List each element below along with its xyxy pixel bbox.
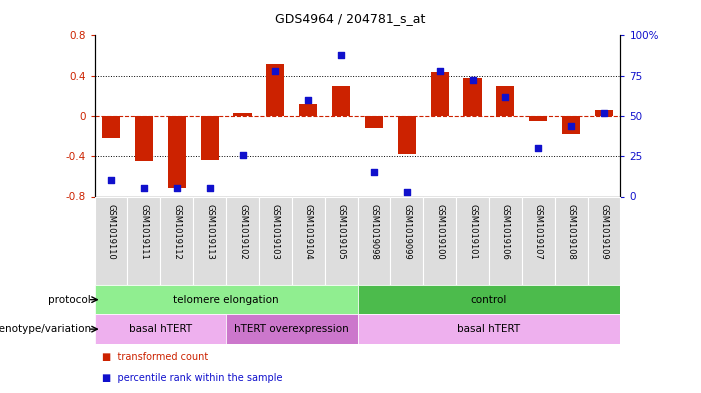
Bar [226, 196, 259, 285]
Text: hTERT overexpression: hTERT overexpression [234, 324, 349, 334]
Text: GSM1019107: GSM1019107 [533, 204, 543, 259]
Bar [595, 110, 613, 116]
Bar [430, 72, 449, 116]
Bar [562, 116, 580, 134]
Point [171, 185, 182, 191]
Bar [554, 196, 587, 285]
Point [237, 151, 248, 158]
Bar [128, 196, 161, 285]
Point [500, 94, 511, 100]
Text: GSM1019100: GSM1019100 [435, 204, 444, 259]
Text: GSM1019112: GSM1019112 [172, 204, 182, 259]
Bar [193, 196, 226, 285]
Point [434, 68, 445, 74]
Bar [292, 196, 325, 285]
Bar [95, 285, 358, 314]
Text: genotype/variation: genotype/variation [0, 324, 91, 334]
Text: telomere elongation: telomere elongation [173, 295, 279, 305]
Text: ■  percentile rank within the sample: ■ percentile rank within the sample [102, 373, 282, 383]
Text: GSM1019109: GSM1019109 [599, 204, 608, 259]
Point [336, 51, 347, 58]
Text: GSM1019108: GSM1019108 [566, 204, 576, 259]
Point [467, 77, 478, 84]
Text: GSM1019102: GSM1019102 [238, 204, 247, 259]
Bar [325, 196, 358, 285]
Bar [95, 314, 226, 344]
Text: GSM1019110: GSM1019110 [107, 204, 116, 259]
Bar [496, 86, 515, 116]
Text: GSM1019098: GSM1019098 [369, 204, 379, 259]
Text: GSM1019106: GSM1019106 [501, 204, 510, 259]
Text: GSM1019104: GSM1019104 [304, 204, 313, 259]
Bar [102, 116, 120, 138]
Bar [161, 196, 193, 285]
Text: control: control [471, 295, 507, 305]
Bar [266, 64, 285, 116]
Text: GSM1019099: GSM1019099 [402, 204, 411, 259]
Bar [463, 78, 482, 116]
Text: GSM1019101: GSM1019101 [468, 204, 477, 259]
Bar [168, 116, 186, 188]
Point [105, 177, 116, 184]
Bar [397, 116, 416, 154]
Text: basal hTERT: basal hTERT [457, 324, 521, 334]
Text: GSM1019111: GSM1019111 [139, 204, 149, 259]
Bar [365, 116, 383, 128]
Bar [200, 116, 219, 160]
Text: GSM1019113: GSM1019113 [205, 204, 214, 259]
Bar [135, 116, 153, 161]
Bar [390, 196, 423, 285]
Text: GSM1019103: GSM1019103 [271, 204, 280, 259]
Bar [332, 86, 350, 116]
Bar [587, 196, 620, 285]
Bar [299, 104, 318, 116]
Point [204, 185, 215, 191]
Point [566, 123, 577, 129]
Point [303, 97, 314, 103]
Bar [358, 314, 620, 344]
Text: basal hTERT: basal hTERT [129, 324, 192, 334]
Bar [233, 113, 252, 116]
Text: GSM1019105: GSM1019105 [336, 204, 346, 259]
Bar [489, 196, 522, 285]
Bar [259, 196, 292, 285]
Point [401, 189, 412, 195]
Bar [358, 285, 620, 314]
Point [533, 145, 544, 151]
Point [368, 169, 379, 175]
Bar [522, 196, 554, 285]
Text: ■  transformed count: ■ transformed count [102, 352, 208, 362]
Point [270, 68, 281, 74]
Bar [95, 196, 128, 285]
Bar [358, 196, 390, 285]
Bar [226, 314, 358, 344]
Bar [529, 116, 547, 121]
Text: GDS4964 / 204781_s_at: GDS4964 / 204781_s_at [275, 12, 426, 25]
Point [138, 185, 149, 191]
Text: protocol: protocol [48, 295, 91, 305]
Bar [423, 196, 456, 285]
Point [599, 110, 610, 116]
Bar [456, 196, 489, 285]
